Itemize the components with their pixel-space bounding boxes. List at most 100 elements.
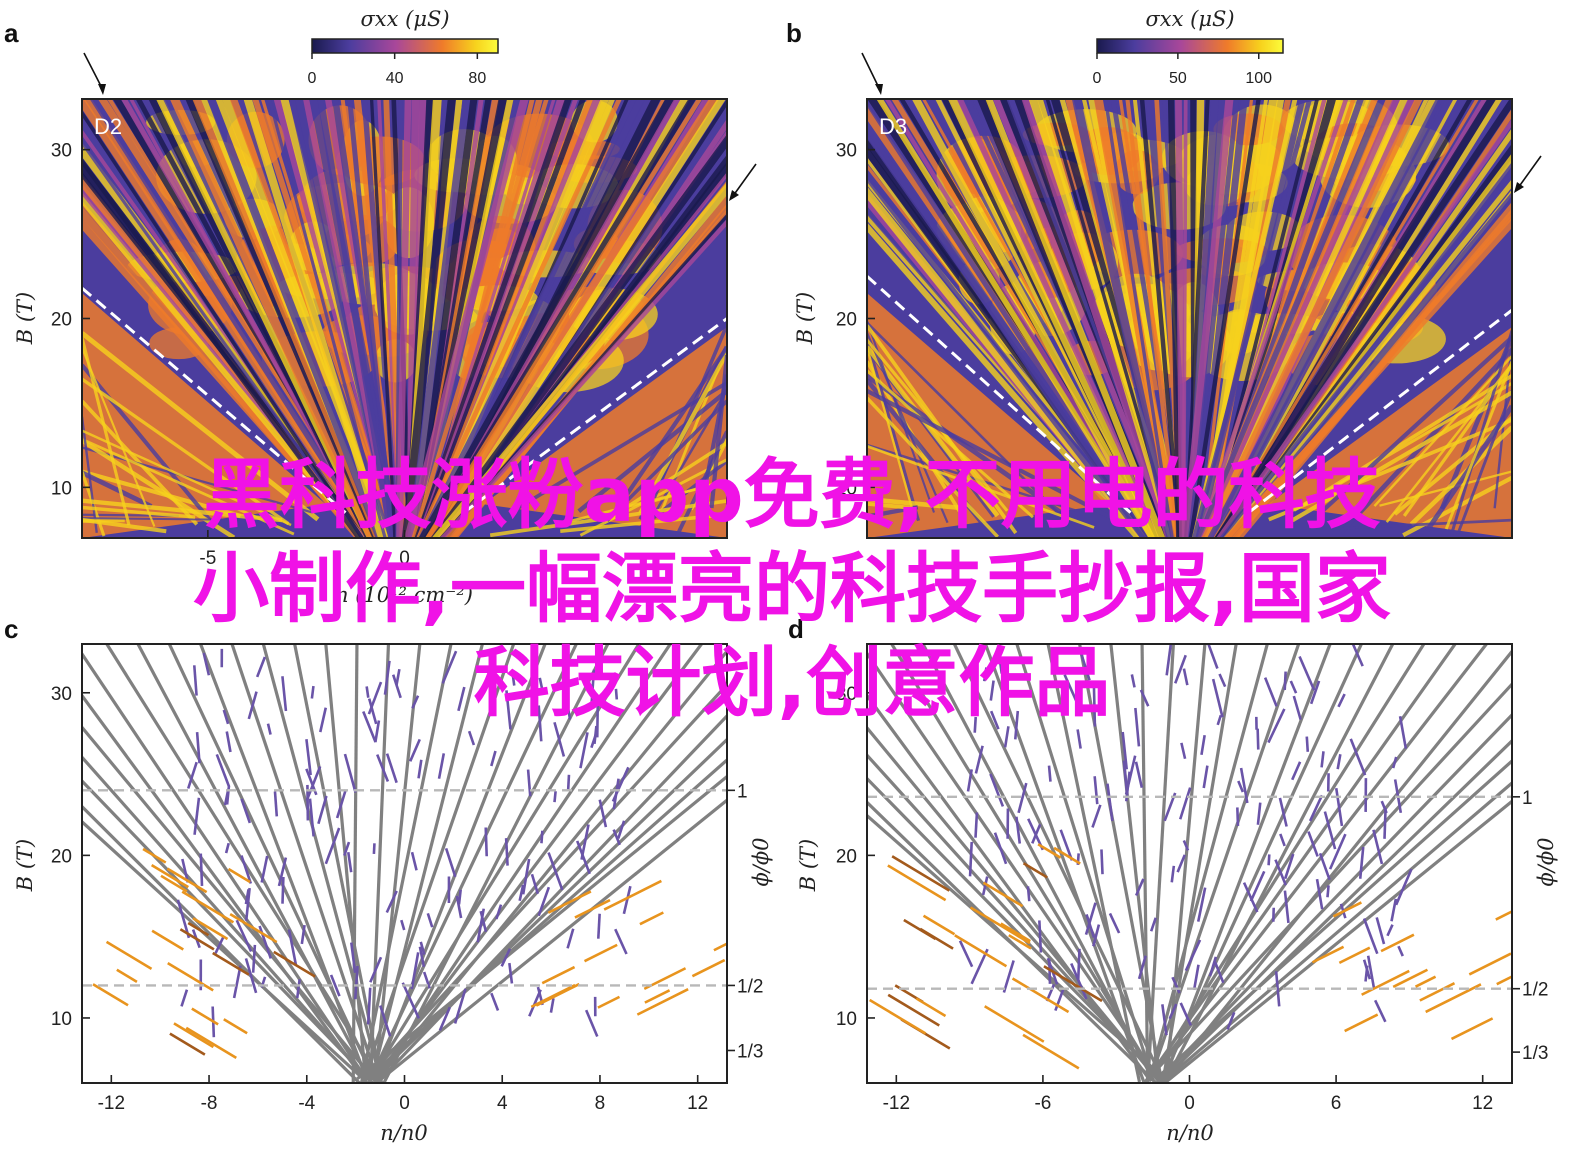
fan-line: [324, 644, 368, 1083]
fan-segment: [1182, 668, 1189, 686]
fan-segment: [255, 656, 267, 678]
right-tick-label: 1/3: [1522, 1043, 1548, 1064]
fan-segment: [1364, 965, 1369, 982]
panel-b-colorbar-gradient: [1096, 38, 1284, 54]
fan-segment: [597, 656, 601, 668]
fan-segment-orange: [229, 913, 278, 944]
fan-segment: [1134, 878, 1145, 897]
fan-segment: [1249, 870, 1266, 902]
fan-line: [136, 644, 371, 1080]
fan-segment-orange: [192, 917, 229, 941]
panel-d-right-label: ϕ/ϕ0: [1534, 837, 1558, 886]
fan-segment: [215, 753, 231, 788]
fan-segment: [530, 873, 540, 895]
heatmap-streak: [206, 99, 385, 538]
fan-segment: [966, 769, 973, 792]
y-tick-label: 10: [836, 1009, 857, 1030]
panel-c-frame: [81, 643, 728, 1084]
fan-segment: [993, 832, 1008, 865]
fan-segment: [974, 745, 984, 774]
heatmap-streak: [431, 182, 727, 538]
panel-a-arrow-topleft: [83, 52, 106, 95]
fan-segment: [247, 691, 258, 720]
fan-segment: [214, 935, 225, 954]
fan-segment: [614, 688, 619, 700]
fan-segment-orange: [150, 863, 189, 889]
heatmap-streak: [1201, 99, 1423, 538]
x-tick-label: -12: [98, 1093, 125, 1114]
fan-segment: [1208, 956, 1218, 977]
heatmap-streak: [243, 99, 387, 538]
fan-segment: [287, 929, 298, 966]
fan-segment: [426, 912, 434, 928]
fan-segment: [1180, 742, 1187, 760]
fan-segment: [181, 858, 190, 883]
heatmap-wedge-streak: [82, 416, 98, 533]
fan-segment: [1351, 644, 1364, 667]
heatmap-streak: [404, 99, 529, 538]
heatmap-wedge-streak: [867, 496, 967, 511]
fan-line: [82, 754, 367, 1078]
fan-segment: [597, 913, 601, 939]
fan-segment: [1372, 829, 1384, 865]
fan-segment: [295, 979, 301, 999]
fan-segment-orange: [1022, 1033, 1080, 1070]
heatmap-streak: [1182, 99, 1234, 538]
fan-segment: [989, 773, 1005, 807]
panel-a-colorbar: σxx (μS) 0 40 80: [308, 7, 499, 87]
panel-a-inset-label: D2: [94, 114, 122, 139]
fan-segment: [490, 750, 497, 767]
x-tick-label: 0: [399, 1093, 410, 1114]
y-tick-label: 10: [51, 478, 72, 499]
fan-segment: [1084, 902, 1097, 935]
fan-segment: [260, 855, 269, 883]
fan-segment: [199, 853, 204, 886]
fan-line: [1157, 758, 1512, 1078]
fan-segment: [1059, 829, 1074, 861]
fan-segment: [1070, 962, 1088, 1000]
fan-segment: [521, 858, 531, 895]
fan-line: [1163, 799, 1512, 1083]
fan-segment-orange: [954, 934, 1008, 968]
fan-segment: [1305, 736, 1310, 752]
right-tick-label: 1/2: [1522, 980, 1548, 1001]
heatmap-wedge-streak: [867, 501, 912, 510]
fan-line: [867, 800, 1158, 1083]
heatmap-wedge-streak: [1291, 390, 1512, 523]
heatmap-streak: [1219, 168, 1512, 538]
fan-segment: [1362, 918, 1379, 955]
fan-segment: [346, 852, 353, 873]
fan-segment: [484, 827, 489, 857]
fan-segment: [1318, 852, 1331, 881]
fan-segment-orange: [1414, 975, 1437, 988]
panel-b-ylabel: B (T): [793, 292, 817, 346]
fan-segment: [1398, 716, 1408, 749]
panel-c-letter: c: [4, 614, 18, 644]
fan-segment-orange: [869, 998, 927, 1035]
fan-segment: [1283, 890, 1290, 924]
fan-segment: [225, 731, 232, 753]
fan-segment: [612, 778, 620, 810]
fan-line: [360, 644, 516, 1083]
fan-segment: [1308, 794, 1324, 822]
fan-segment: [547, 852, 564, 891]
fan-segment: [566, 774, 571, 790]
fan-segment-orange: [223, 1018, 248, 1035]
fan-segment: [367, 681, 383, 715]
heatmap-streak: [317, 99, 395, 538]
heatmap-wedge-streak: [1343, 518, 1512, 530]
fan-segment: [281, 876, 285, 904]
fan-segment: [1045, 983, 1056, 1002]
fan-segment: [968, 841, 973, 877]
fan-segment-orange: [1361, 969, 1410, 996]
heatmap-streak: [411, 99, 549, 538]
fan-segment: [584, 1009, 599, 1037]
x-tick-label: -4: [298, 1093, 315, 1114]
heatmap-streak: [401, 99, 456, 538]
fan-segment: [1390, 898, 1398, 922]
fan-line: [1145, 681, 1512, 1082]
fan-segment: [1256, 802, 1262, 825]
fan-segment-orange: [151, 929, 184, 951]
colorbar-tick-label: 0: [308, 70, 317, 87]
fan-line: [293, 644, 384, 1083]
